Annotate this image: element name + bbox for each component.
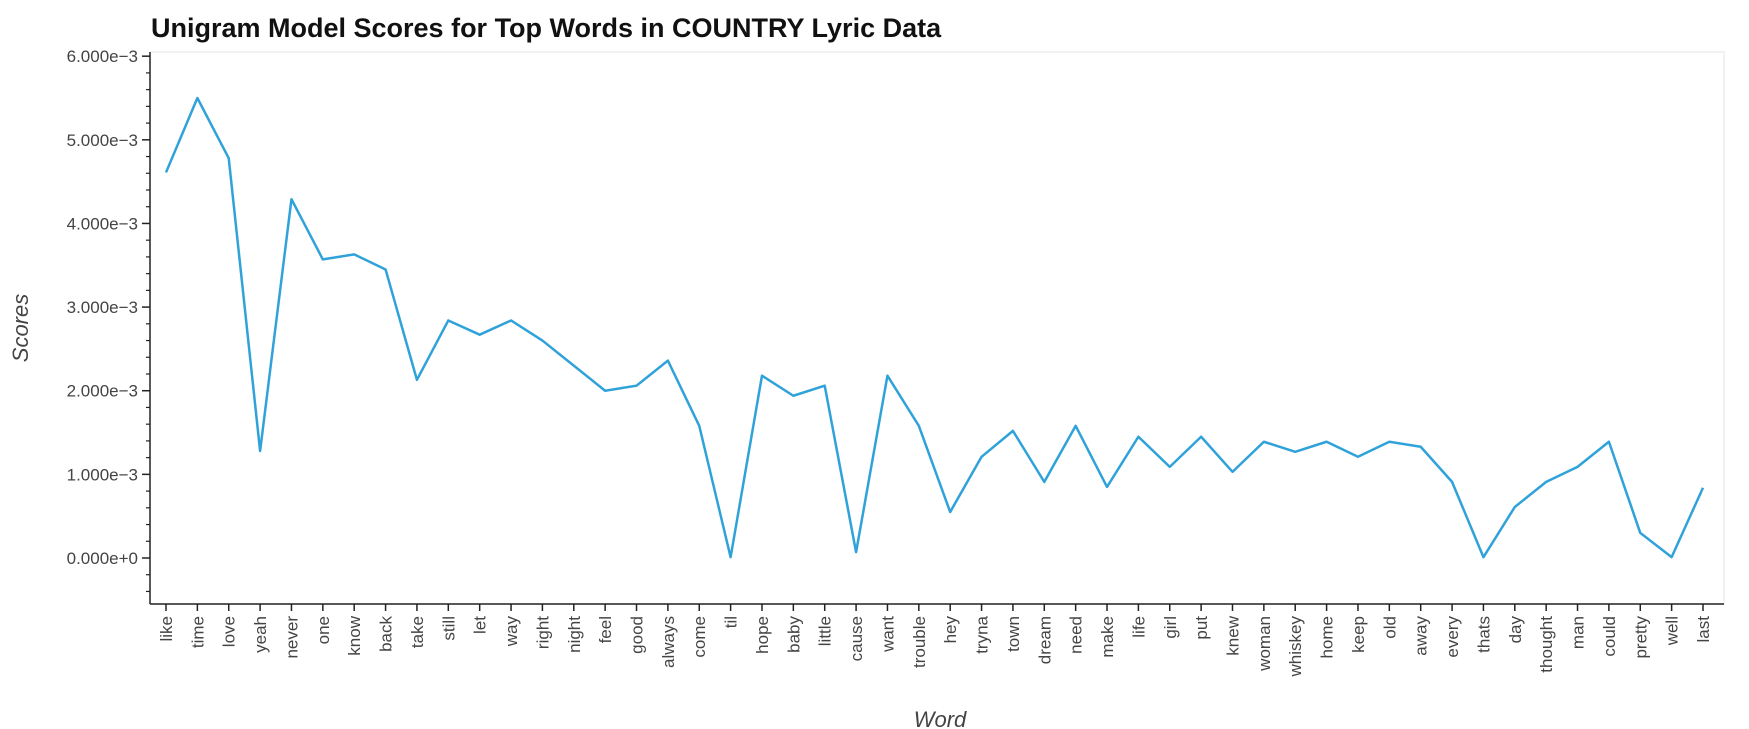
y-tick-label: 1.000e−3	[67, 465, 138, 484]
x-tick-label: old	[1380, 616, 1399, 639]
x-tick-label: want	[878, 616, 897, 653]
x-tick-label: hope	[753, 616, 772, 654]
x-tick-label: put	[1192, 616, 1211, 640]
x-tick-label: baby	[784, 616, 803, 653]
x-tick-label: trouble	[910, 616, 929, 668]
x-tick-label: time	[188, 616, 207, 648]
y-axis: 0.000e+0 1.000e−3 2.000e−3 3.000e−3 4.000e−3…	[67, 47, 150, 593]
x-tick-label: away	[1412, 616, 1431, 656]
x-tick-label: right	[533, 616, 552, 649]
y-tick-label: 4.000e−3	[67, 214, 138, 233]
x-tick-label: well	[1663, 616, 1682, 646]
x-tick-label: way	[502, 616, 521, 648]
x-tick-label: home	[1318, 616, 1337, 659]
x-tick-label: thought	[1537, 616, 1556, 673]
x-tick-label: feel	[596, 616, 615, 643]
x-tick-label: never	[282, 616, 301, 659]
x-tick-label: like	[157, 616, 176, 642]
x-tick-label: need	[1067, 616, 1086, 654]
x-tick-label: could	[1600, 616, 1619, 657]
x-tick-label: cause	[847, 616, 866, 661]
y-tick-label: 3.000e−3	[67, 298, 138, 317]
y-tick-label: 6.000e−3	[67, 47, 138, 66]
x-tick-label: dream	[1035, 616, 1054, 664]
chart-title: Unigram Model Scores for Top Words in CO…	[151, 13, 942, 43]
x-tick-label: make	[1098, 616, 1117, 658]
x-tick-label: every	[1443, 616, 1462, 658]
x-tick-label: love	[220, 616, 239, 647]
x-tick-label: one	[314, 616, 333, 644]
x-tick-label: know	[345, 615, 364, 655]
x-tick-label: town	[1004, 616, 1023, 652]
x-tick-label: take	[408, 616, 427, 648]
series-line	[164, 96, 1705, 559]
x-tick-label: let	[471, 616, 490, 634]
y-tick-label: 0.000e+0	[67, 549, 138, 568]
x-tick-label: hey	[941, 616, 960, 644]
y-tick-label: 2.000e−3	[67, 382, 138, 401]
x-axis: like time love yeah never one know back take stil…	[157, 604, 1713, 677]
x-tick-label: girl	[1161, 616, 1180, 639]
x-tick-label: thats	[1474, 616, 1493, 653]
plot-frame	[149, 51, 1725, 605]
x-tick-label: still	[439, 616, 458, 641]
x-tick-label: night	[565, 616, 584, 653]
x-tick-label: day	[1506, 616, 1525, 644]
x-tick-label: man	[1569, 616, 1588, 649]
y-tick-label: 5.000e−3	[67, 131, 138, 150]
x-tick-label: back	[377, 616, 396, 652]
x-tick-label: always	[659, 616, 678, 668]
x-tick-label: pretty	[1631, 616, 1650, 659]
x-tick-label: little	[816, 616, 835, 646]
x-tick-label: tryna	[973, 615, 992, 653]
x-tick-label: good	[628, 616, 647, 654]
x-tick-label: til	[722, 616, 741, 628]
x-axis-label: Word	[914, 707, 967, 729]
x-tick-label: knew	[1223, 615, 1242, 655]
x-tick-label: come	[690, 616, 709, 658]
x-tick-label: woman	[1255, 616, 1274, 672]
x-tick-label: keep	[1349, 616, 1368, 653]
y-axis-label: Scores	[8, 294, 33, 362]
x-tick-label: yeah	[251, 616, 270, 653]
x-tick-label: life	[1129, 616, 1148, 638]
x-tick-label: whiskey	[1286, 616, 1305, 678]
x-tick-label: last	[1694, 616, 1713, 643]
